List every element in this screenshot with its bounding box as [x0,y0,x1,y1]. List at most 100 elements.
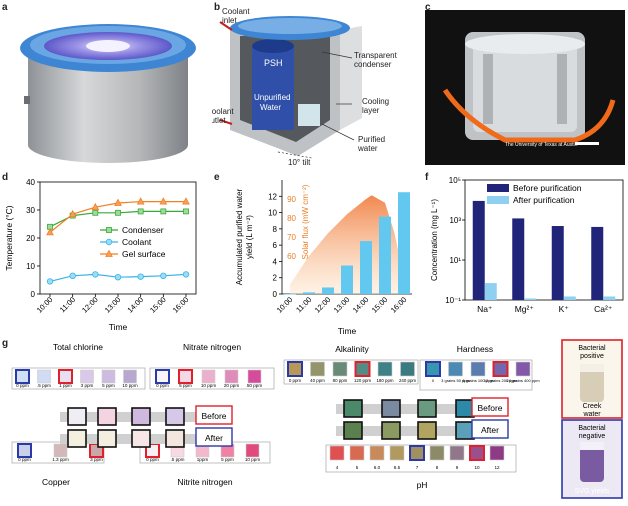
bacteria-positive-label-1: Bacterial [578,345,606,352]
alkalinity-swatch [287,361,303,377]
after-box-right [471,419,509,439]
test-strip-pad [455,399,475,418]
condenser-point [92,209,99,216]
before-box-right [471,397,509,417]
y-tick-label: 0 [31,290,36,299]
test-strip-pad [131,429,151,448]
x-tick-label: 14:00 [125,295,145,315]
test-strip-pad [131,407,151,426]
ph-swatch [409,445,425,461]
hardness-value-label: 0 [432,378,435,383]
test-strip-pad [165,407,185,426]
concentration-bar-0 [591,226,604,300]
tilt-label: 10° tilt [288,158,311,167]
total-chlorine-value-label: 10 ppm [122,383,137,388]
ph-title: pH [417,480,428,490]
chart-f: Na⁺ Mg²⁺ K⁺ Ca²⁺ 10⁻¹ 10¹ 10³ 10⁵ Concentration … [430,176,624,314]
ion-label: K⁺ [559,304,570,314]
x-tick-label: 15:00 [148,295,168,315]
plot-frame [464,179,624,301]
ph-swatch [389,445,405,461]
y-tick-label: 6 [273,241,278,250]
alkalinity-value-label: 180 ppm [376,378,393,383]
x-axis-label: Time [109,322,128,332]
test-strip-pad [381,421,401,440]
y-tick-label: 12 [268,192,277,201]
nitrate-swatch [178,369,193,384]
yield-bar [379,216,391,294]
yield-bar [284,294,296,295]
solar-tick-label: 80 [287,214,296,223]
total-chlorine-value-label: 5 ppm [102,383,115,388]
condenser-point [137,208,144,215]
cooling-layer-label-2: layer [362,106,380,115]
alkalinity-frame [283,359,419,385]
transparent-condenser-label-2: condenser [354,60,392,69]
concentration-bar-1 [524,298,537,300]
test-strip-pad [67,429,87,448]
y-axis-label: Concentration (mg L⁻¹) [430,199,439,281]
hardness-swatch [515,361,531,377]
nitrite-title: Nitrite nitrogen [177,477,233,487]
ph-value-label: 12 [494,465,500,470]
x-tick-label: 12:00 [80,295,100,315]
legend-label-1: After purification [513,195,575,205]
concentration-bar-1 [563,296,576,300]
x-tick-label: 11:00 [294,295,313,314]
ph-swatch [489,445,505,461]
creek-water-label-2: water [582,411,601,418]
nitrite-value-label: 5 ppm [221,457,234,462]
svg-yield-vial [580,446,604,482]
x-tick-label: 13:00 [332,295,352,315]
nitrate-swatch [201,369,216,384]
strap-text: The University of Texas at Austin [505,142,578,148]
hardness-swatch [470,361,486,377]
y-tick-label: 10 [26,262,35,271]
y-tick-label: 10³ [449,216,461,225]
coolant-point [114,273,122,281]
yield-bar [360,241,372,294]
coolant-point [46,278,54,285]
x-tick-label: 16:00 [171,295,191,315]
y-tick-label: 10⁵ [449,176,461,185]
coolant-point [137,273,144,280]
gel-surface-point [159,197,168,205]
total-chlorine-swatch [123,369,137,384]
condenser-point [115,209,121,216]
gel-surface-point [91,202,100,211]
concentration-bar-0 [512,218,525,300]
x-tick-label: 12:00 [313,295,333,315]
y-tick-label: 2 [273,274,278,283]
test-strip-diagram: Total chlorine Nitrate nitrogen Copper Nitr… [11,339,623,499]
hardness-swatch [492,361,509,377]
hardness-value-label: 24 grains 400 ppm [506,378,540,383]
y-tick-label: 30 [26,206,35,215]
alkalinity-swatch [332,361,348,377]
device-render [20,24,196,163]
purified-water-label-1: Purified [358,135,385,144]
copper-value-label: 1.3 ppm [52,457,69,462]
total-chlorine-value-label: .5 ppm [37,383,51,388]
solar-tick-label: 70 [287,233,296,242]
x-tick-label: 14:00 [351,295,371,315]
copper-swatch [53,443,68,458]
panel-label-c: c [425,2,431,13]
bacteria-positive-label-2: positive [580,353,604,360]
unpurified-label-1: Unpurified [254,93,290,102]
yield-bar [398,192,410,294]
panel-label-g: g [2,338,9,349]
x-tick-label: 16:00 [389,295,409,315]
solar-flux-label: Solar flux (mW cm⁻²) [301,184,310,259]
ion-label: Ca²⁺ [594,304,613,314]
total-chlorine-swatch [15,369,30,384]
transparent-condenser-label-1: Transparent [354,51,398,60]
coolant-point [160,272,167,279]
ion-label: Mg²⁺ [515,304,535,314]
concentration-bar-1 [484,283,497,300]
legend-label-2: Gel surface [122,249,166,259]
y-tick-label: 10¹ [449,256,461,265]
condenser-point [183,208,189,215]
alkalinity-title: Alkalinity [335,344,369,354]
yield-bar [322,287,334,294]
purified-water-label-2: water [357,144,378,153]
